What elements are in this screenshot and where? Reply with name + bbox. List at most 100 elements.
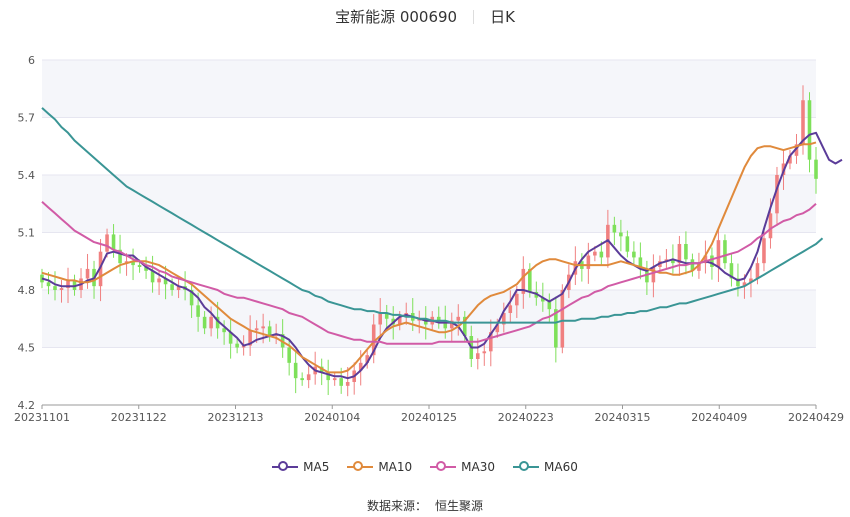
candle-body [482,351,487,354]
candle-body [365,355,369,363]
candle-body [729,263,734,279]
period-label[interactable]: 日K [490,8,515,26]
candle-body [189,290,194,306]
candle-body [625,236,630,252]
candle-body [137,265,142,267]
candle-body [85,268,90,279]
candle-body [775,175,779,214]
candle-body [593,251,597,256]
candle-body [235,343,239,348]
candle [632,241,636,266]
candle [489,319,493,367]
candle [651,254,656,298]
candles [40,85,818,397]
candle-body [541,297,545,302]
candle-body [449,320,454,329]
legend-item-ma10[interactable]: MA10 [347,458,412,476]
grid-band [42,60,816,118]
candle-body [762,238,766,264]
legend-label: MA5 [303,460,330,474]
candle-body [326,372,330,381]
candle-body [254,328,259,331]
candle [267,320,272,342]
candle-body [46,282,51,287]
candle-body [742,282,747,287]
y-tick-label: 4.8 [18,284,36,297]
candle-body [489,332,493,352]
y-tick-label: 5.4 [18,169,36,182]
candle-body [332,378,337,381]
candle [599,241,604,266]
chart-title: 宝新能源 000690 [335,8,458,26]
candle [300,372,304,386]
x-tick-label: 20240315 [595,411,651,424]
candle [332,372,337,386]
candle-body [749,278,753,283]
candle [690,253,695,277]
candle-body [723,240,727,264]
candle-body [788,155,792,164]
candle-body [378,313,383,325]
candle-body [209,316,213,329]
legend-swatch-icon [347,461,374,473]
candle-body [807,100,812,160]
legend-item-ma30[interactable]: MA30 [430,458,495,476]
candle-body [397,316,402,325]
candle-body [586,255,591,269]
legend-label: MA10 [378,460,413,474]
candle [59,280,64,303]
candle-body [690,259,695,271]
candle [371,314,376,364]
candle-body [150,270,155,283]
x-tick-label: 20240125 [401,411,457,424]
candle-body [684,244,688,260]
candle [625,230,630,258]
candle-body [163,278,168,285]
candle-body [502,313,506,325]
candle-body [443,320,448,329]
legend-item-ma5[interactable]: MA5 [272,458,329,476]
candle [677,235,682,276]
chart-header: 宝新能源 000690 日K [0,6,850,28]
y-tick-label: 5.1 [18,227,36,240]
candle-body [202,316,207,329]
candle [456,304,461,336]
candle [436,306,441,329]
candle [554,296,558,363]
candle [723,234,727,269]
candle [345,367,350,397]
x-axis: 20231101 20231122 20231213 20240104 20240125… [14,404,844,424]
ma5-line [41,131,843,380]
x-tick-label: 20240104 [304,411,360,424]
candle-body [228,332,233,344]
candle-body [794,144,799,156]
candle-body [462,316,467,336]
candle [449,312,454,341]
candle-body [768,213,773,239]
candle-body [306,374,311,381]
candle-body [632,251,636,258]
grid-band [42,175,816,233]
legend-item-ma60[interactable]: MA60 [513,458,578,476]
candle [612,216,617,246]
y-tick-label: 4.2 [18,399,36,412]
candle-body [384,313,389,319]
candle [131,248,135,281]
x-tick-label: 20240223 [498,411,554,424]
candle [729,252,734,287]
candle-body [697,263,701,271]
candle [807,92,812,173]
background-bands [42,60,816,348]
candle [560,284,565,354]
legend-swatch-icon [272,461,299,473]
candle-body [508,305,513,313]
candle-body [703,255,708,264]
candle-body [755,263,760,279]
candle [228,319,233,359]
candle-body [300,378,304,381]
candle [202,311,207,335]
candle [235,337,239,354]
candle-body [358,362,363,371]
candle [365,349,369,369]
ma60-line [41,107,824,324]
